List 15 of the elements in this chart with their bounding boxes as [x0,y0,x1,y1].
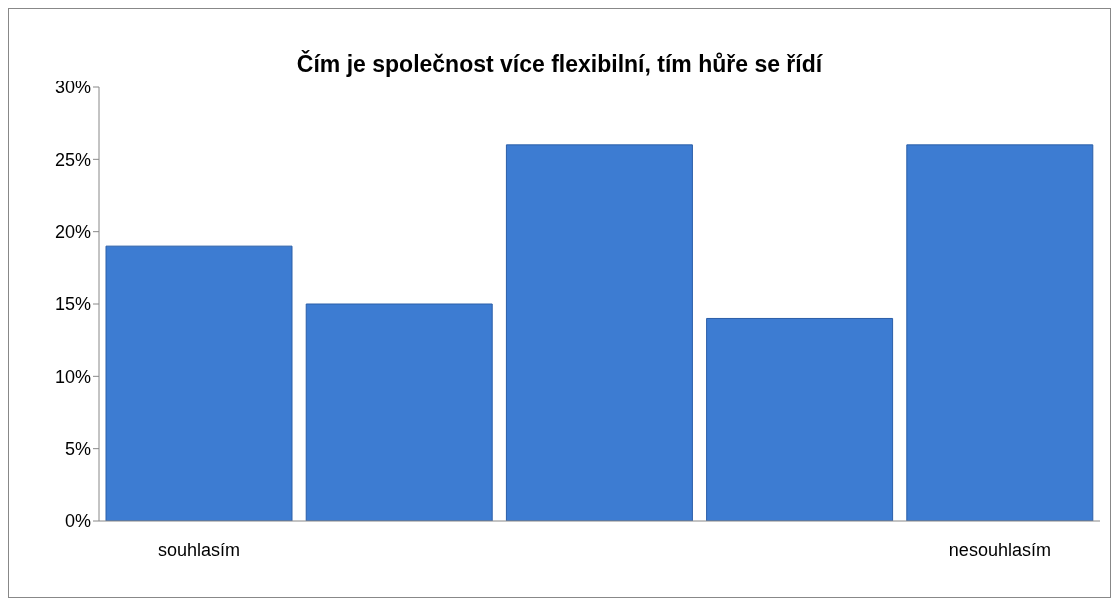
y-tick-label: 0% [64,511,91,532]
bar [105,245,293,521]
x-tick-label: nesouhlasím [948,539,1051,560]
bar [706,317,894,521]
bar [305,303,493,521]
y-tick-label: 25% [54,149,91,170]
bar [505,144,693,521]
y-tick-label: 10% [54,366,91,387]
y-tick-label: 15% [54,294,91,315]
x-tick-label: souhlasím [158,539,241,560]
y-tick-label: 5% [64,439,91,460]
chart-title: Čím je společnost více flexibilní, tím hůře se řídí [296,51,823,77]
y-tick-label: 30% [54,77,91,98]
y-tick-label: 20% [54,222,91,243]
bar [906,144,1094,521]
